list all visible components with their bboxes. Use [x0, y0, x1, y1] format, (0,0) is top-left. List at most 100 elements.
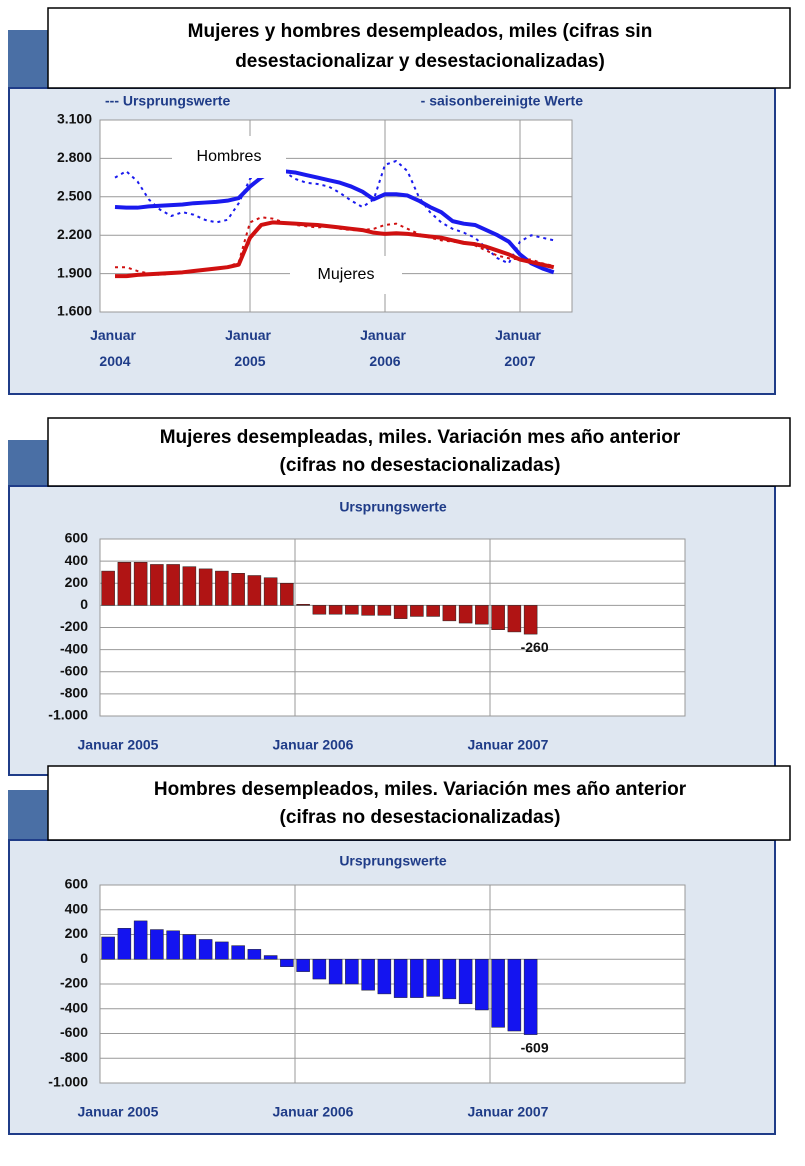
x-tick-label: Januar 2006 — [273, 1104, 354, 1120]
x-tick-label: Januar 2006 — [360, 327, 410, 369]
annotation-box — [172, 136, 286, 178]
x-tick-label: Januar 2007 — [495, 327, 545, 369]
bar — [458, 959, 473, 1005]
bar — [442, 605, 457, 622]
bar — [166, 564, 180, 606]
bar — [377, 959, 392, 995]
bar — [491, 959, 505, 1028]
y-tick-label: 3.100 — [57, 111, 92, 127]
y-tick-label: -1.000 — [48, 1074, 88, 1090]
x-tick-label: Januar 2007 — [468, 737, 549, 753]
bar — [377, 605, 392, 616]
data-label: -260 — [521, 639, 549, 655]
y-tick-label: -400 — [60, 999, 88, 1015]
annotation: Hombres — [197, 148, 262, 165]
annotation-box — [290, 256, 402, 294]
bar — [475, 605, 489, 625]
bar — [507, 605, 522, 633]
bar — [523, 605, 538, 635]
legend-item: --- Ursprungswerte — [105, 93, 230, 109]
y-tick-label: -800 — [60, 1049, 88, 1065]
y-tick-label: 200 — [65, 925, 89, 941]
bar — [361, 959, 375, 991]
bar — [280, 959, 294, 967]
title-box — [47, 7, 791, 89]
chart-title: (cifras no desestacionalizadas) — [280, 455, 561, 476]
bar — [231, 573, 245, 606]
bar — [361, 605, 375, 616]
title-box — [47, 765, 791, 841]
y-tick-label: 200 — [65, 574, 89, 590]
bar — [296, 959, 310, 972]
chart-title: Hombres desempleados, miles. Variación m… — [154, 779, 687, 800]
chart-title: desestacionalizar y desestacionalizadas) — [235, 51, 605, 72]
corner-square — [8, 440, 52, 488]
bar — [507, 959, 522, 1032]
legend-item: - saisonbereinigte Werte — [421, 93, 584, 109]
y-tick-label: 400 — [65, 552, 89, 568]
y-tick-label: -1.000 — [48, 707, 88, 723]
bar — [491, 605, 505, 630]
x-tick-label: Januar 2005 — [78, 737, 159, 753]
bar — [345, 605, 359, 615]
bar — [198, 568, 213, 606]
corner-square — [8, 790, 52, 842]
bar — [215, 941, 229, 960]
chart-subtitle: Ursprungswerte — [339, 853, 447, 869]
bar — [166, 930, 180, 960]
series-line — [114, 169, 555, 275]
bar — [263, 577, 278, 606]
y-tick-label: 0 — [80, 950, 88, 966]
bar — [247, 575, 262, 606]
x-tick-label: Januar 2007 — [468, 1104, 549, 1120]
bar — [280, 583, 294, 606]
bar — [523, 959, 538, 1035]
title-box — [47, 417, 791, 487]
bar — [263, 955, 278, 960]
bar — [296, 604, 310, 606]
bar — [328, 605, 343, 615]
bar — [328, 959, 343, 985]
y-tick-label: 0 — [80, 596, 88, 612]
y-tick-label: 2.200 — [57, 226, 92, 242]
bar — [410, 605, 424, 617]
bar — [475, 959, 489, 1011]
bar — [442, 959, 457, 1000]
y-tick-label: 2.800 — [57, 149, 92, 165]
bar — [182, 934, 197, 960]
y-tick-label: 400 — [65, 900, 89, 916]
annotation: Mujeres — [318, 266, 375, 283]
bar — [150, 564, 164, 606]
x-tick-label: Januar 2005 — [225, 327, 275, 369]
y-tick-label: 1.900 — [57, 264, 92, 280]
bar — [101, 570, 115, 606]
y-tick-label: 600 — [65, 530, 89, 546]
y-tick-label: -800 — [60, 685, 88, 701]
bar — [182, 566, 197, 606]
bar — [133, 920, 148, 960]
bar — [345, 959, 359, 985]
bar — [117, 561, 132, 606]
chart-subtitle: Ursprungswerte — [339, 499, 447, 515]
y-tick-label: 600 — [65, 876, 89, 892]
bar — [426, 959, 440, 997]
y-tick-label: -400 — [60, 640, 88, 656]
y-tick-label: -600 — [60, 1024, 88, 1040]
y-tick-label: -200 — [60, 618, 88, 634]
bar — [231, 945, 245, 960]
bar — [393, 959, 408, 998]
bar — [247, 949, 262, 960]
bar — [117, 928, 132, 960]
chart-title: (cifras no desestacionalizadas) — [280, 807, 561, 828]
bar — [393, 605, 408, 619]
corner-square — [8, 30, 52, 90]
bar — [215, 570, 229, 606]
bar — [101, 936, 115, 960]
x-tick-label: Januar 2004 — [90, 327, 140, 369]
y-tick-label: 1.600 — [57, 303, 92, 319]
y-tick-label: -600 — [60, 662, 88, 678]
x-tick-label: Januar 2006 — [273, 737, 354, 753]
x-tick-label: Januar 2005 — [78, 1104, 159, 1120]
bar — [426, 605, 440, 617]
